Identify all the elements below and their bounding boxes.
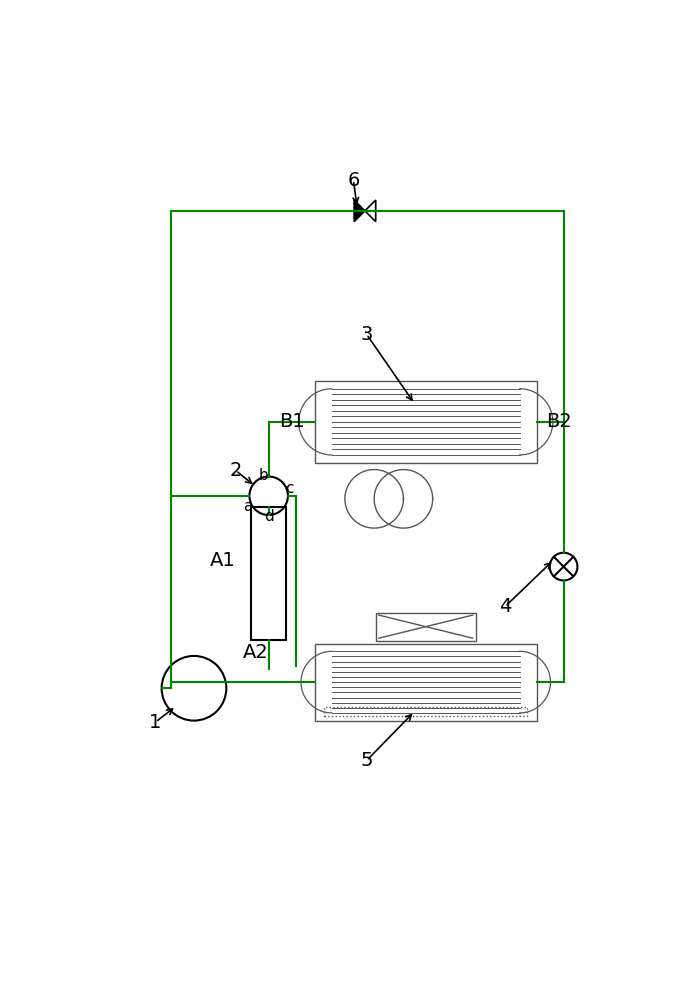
Text: b: b <box>259 468 268 483</box>
Text: 6: 6 <box>347 171 360 190</box>
Bar <box>324 707 528 716</box>
Polygon shape <box>354 200 365 222</box>
Text: 2: 2 <box>229 461 241 480</box>
Bar <box>376 613 476 641</box>
Text: A1: A1 <box>210 551 235 570</box>
Text: B2: B2 <box>546 412 572 431</box>
Bar <box>315 644 537 721</box>
Text: 1: 1 <box>149 713 162 732</box>
Text: a: a <box>243 499 252 514</box>
Bar <box>251 507 286 640</box>
Text: 4: 4 <box>499 597 511 616</box>
Text: B1: B1 <box>279 412 305 431</box>
Text: c: c <box>286 481 294 496</box>
Text: 3: 3 <box>361 325 373 344</box>
Text: A2: A2 <box>243 643 268 662</box>
Text: d: d <box>264 509 274 524</box>
Text: 5: 5 <box>361 751 373 770</box>
Bar <box>315 381 537 463</box>
